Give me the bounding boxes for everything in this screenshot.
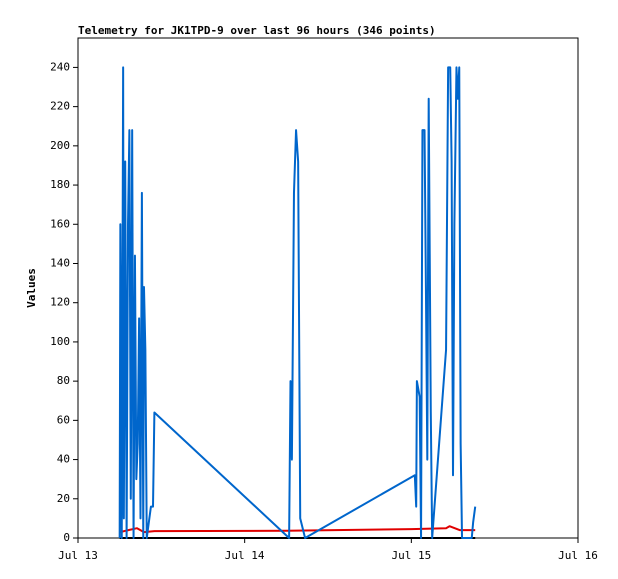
- x-tick-label: Jul 15: [391, 549, 431, 562]
- y-tick-label: 40: [57, 453, 70, 466]
- y-tick-label: 140: [50, 256, 70, 269]
- y-tick-label: 60: [57, 413, 70, 426]
- series-line: [119, 525, 476, 534]
- y-tick-label: 160: [50, 217, 70, 230]
- y-axis-label: Values: [25, 268, 38, 308]
- y-tick-label: 0: [63, 531, 70, 544]
- y-tick-label: 220: [50, 100, 70, 113]
- chart-title: Telemetry for JK1TPD-9 over last 96 hour…: [78, 24, 436, 37]
- y-tick-label: 200: [50, 139, 70, 152]
- x-tick-label: Jul 13: [58, 549, 98, 562]
- y-tick-label: 180: [50, 178, 70, 191]
- y-tick-label: 20: [57, 492, 70, 505]
- y-tick-label: 80: [57, 374, 70, 387]
- x-tick-label: Jul 16: [558, 549, 598, 562]
- y-tick-label: 240: [50, 60, 70, 73]
- series-line: [118, 66, 477, 539]
- x-tick-label: Jul 14: [225, 549, 265, 562]
- y-tick-label: 120: [50, 296, 70, 309]
- y-tick-label: 100: [50, 335, 70, 348]
